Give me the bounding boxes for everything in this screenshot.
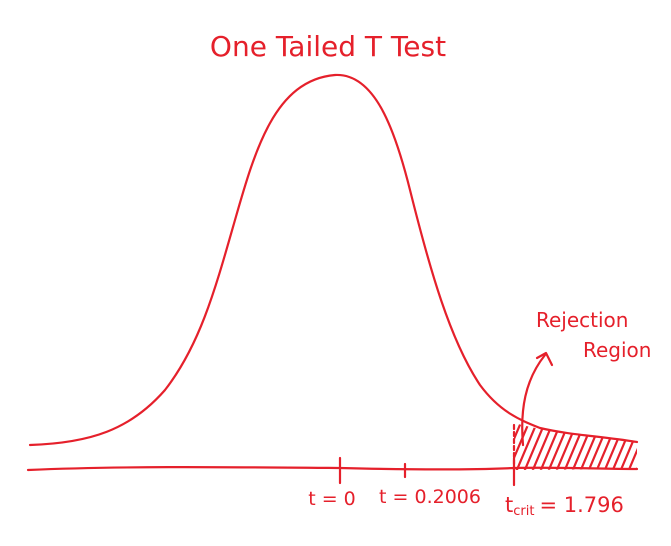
rejection-region-hatch (514, 420, 671, 472)
baseline-axis (26, 466, 639, 472)
tick-label-t0: t = 0 (308, 488, 356, 510)
hatch-line (634, 423, 637, 470)
annotation-arrow (521, 353, 547, 447)
hatch-line (514, 423, 540, 470)
distribution-curve (28, 73, 639, 447)
tick-label-t-observed: t = 0.2006 (379, 486, 481, 508)
annotation-line2: Region (583, 338, 651, 362)
hatch-line (514, 423, 532, 470)
hatch-line (626, 423, 637, 470)
diagram-title: One Tailed T Test (210, 30, 446, 63)
hatch-line (644, 420, 666, 472)
hatch-line (514, 423, 524, 470)
annotation-line1: Rejection (536, 308, 628, 332)
hatch-line (618, 423, 637, 470)
arrowhead-icon (535, 351, 554, 367)
tick-label-t-crit: tcrit = 1.796 (505, 493, 624, 519)
hatch-line (652, 420, 671, 472)
